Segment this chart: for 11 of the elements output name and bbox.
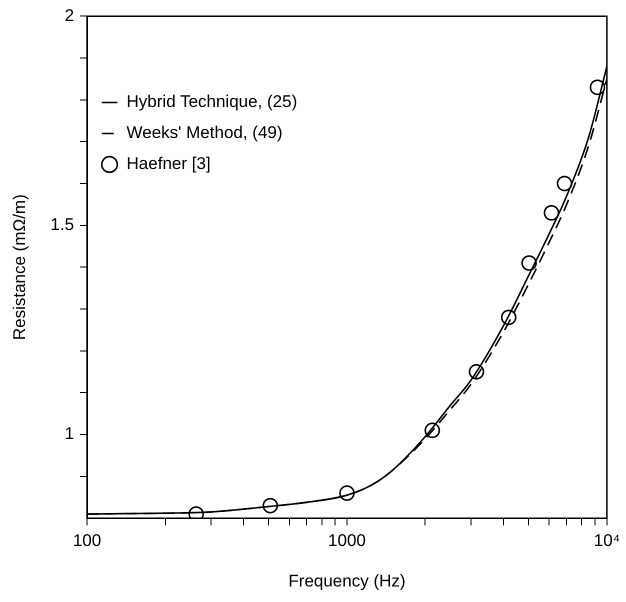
x-tick-label: 100	[72, 531, 102, 550]
x-axis-title: Frequency (Hz)	[288, 571, 406, 590]
y-tick-label: 1	[64, 424, 74, 444]
y-axis-title: Resistance (mΩ/m)	[10, 194, 29, 340]
x-tick-label: 10⁴	[594, 531, 620, 550]
y-tick-label: 1.5	[50, 215, 74, 234]
legend-label: Weeks' Method, (49)	[126, 123, 283, 142]
legend-label: Hybrid Technique, (25)	[126, 92, 298, 112]
y-tick-label: 2	[64, 6, 74, 25]
x-tick-label: 1000	[328, 531, 366, 550]
legend-label: Haefner [3]	[126, 154, 211, 174]
